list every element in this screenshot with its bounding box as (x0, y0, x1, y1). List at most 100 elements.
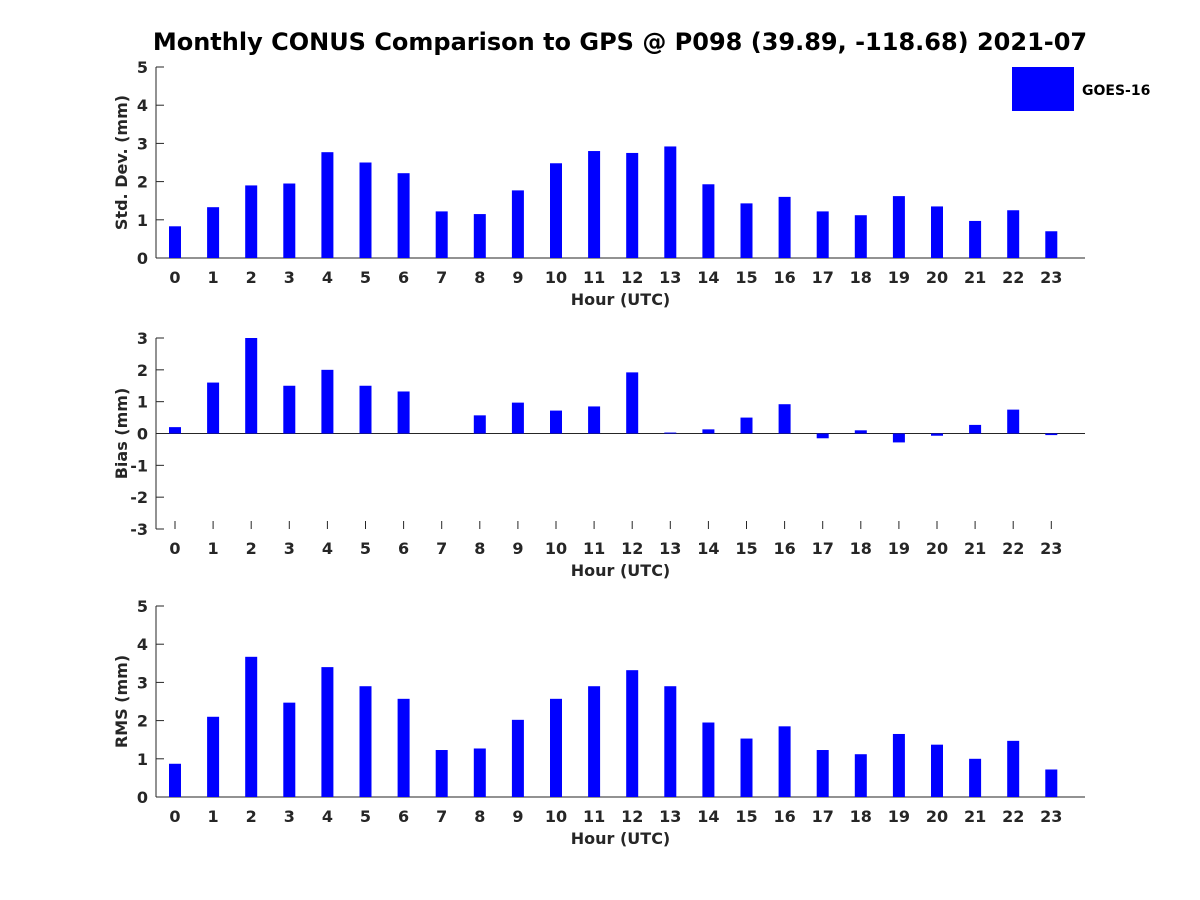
bias-y-tick-label: 3 (137, 329, 148, 348)
rms-bar (931, 744, 943, 797)
rms-bar (397, 698, 410, 797)
bias-x-tick-label: 4 (322, 539, 333, 558)
bias-x-tick-label: 3 (284, 539, 295, 558)
bias-bar (473, 415, 486, 434)
rms-x-tick-label: 18 (850, 807, 872, 826)
rms-x-tick-label: 19 (888, 807, 910, 826)
std-bar (169, 226, 181, 258)
rms-bar (626, 670, 639, 797)
bias-bar (550, 410, 562, 434)
std-x-axis-label: Hour (UTC) (571, 290, 671, 309)
std-bar (1045, 231, 1058, 258)
std-x-tick-label: 22 (1002, 268, 1024, 287)
bias-bar (740, 417, 753, 434)
rms-x-tick-label: 4 (322, 807, 333, 826)
std-bar (245, 185, 258, 258)
bias-bar (283, 385, 296, 434)
bias-y-tick-label: -3 (130, 520, 148, 539)
rms-bar (283, 702, 296, 797)
rms-y-tick-label: 1 (137, 750, 148, 769)
bias-x-tick-label: 6 (398, 539, 409, 558)
rms-y-tick-label: 3 (137, 673, 148, 692)
std-y-tick-label: 4 (137, 96, 148, 115)
bias-bar (245, 338, 258, 434)
bias-bar (664, 432, 677, 434)
rms-x-tick-label: 8 (474, 807, 485, 826)
std-x-tick-label: 19 (888, 268, 910, 287)
bias-x-tick-label: 2 (246, 539, 257, 558)
rms-x-tick-label: 10 (545, 807, 567, 826)
std-y-tick-label: 3 (137, 134, 148, 153)
std-x-tick-label: 8 (474, 268, 485, 287)
std-x-tick-label: 10 (545, 268, 567, 287)
rms-bar (321, 667, 334, 797)
bias-x-tick-label: 22 (1002, 539, 1024, 558)
std-bar (359, 162, 372, 258)
bias-y-tick-label: 1 (137, 393, 148, 412)
std-bar (969, 220, 982, 258)
bias-bar (969, 424, 982, 434)
std-bar (702, 184, 715, 258)
std-x-tick-label: 3 (284, 268, 295, 287)
std-x-tick-label: 5 (360, 268, 371, 287)
rms-bar (854, 754, 867, 797)
rms-x-tick-label: 9 (512, 807, 523, 826)
std-x-tick-label: 16 (773, 268, 795, 287)
std-bar (283, 183, 296, 258)
bias-bar (397, 391, 410, 434)
std-bar (588, 151, 601, 258)
std-bar (473, 214, 486, 258)
bias-x-tick-label: 11 (583, 539, 605, 558)
std-y-tick-label: 5 (137, 58, 148, 77)
std-x-tick-label: 7 (436, 268, 447, 287)
std-bar (626, 152, 639, 258)
rms-x-tick-label: 17 (812, 807, 834, 826)
bias-x-tick-label: 16 (773, 539, 795, 558)
bias-x-tick-label: 9 (512, 539, 523, 558)
bias-x-tick-label: 10 (545, 539, 567, 558)
std-x-tick-label: 18 (850, 268, 872, 287)
std-bar (321, 152, 334, 258)
bias-bar (588, 406, 601, 434)
bias-x-tick-label: 17 (812, 539, 834, 558)
std-x-tick-label: 4 (322, 268, 333, 287)
rms-x-tick-label: 23 (1040, 807, 1062, 826)
rms-bar (740, 738, 753, 797)
bias-y-tick-label: -2 (130, 488, 148, 507)
std-bar (740, 203, 753, 258)
std-x-tick-label: 15 (735, 268, 757, 287)
std-y-axis-label: Std. Dev. (mm) (112, 95, 131, 230)
bias-bar (892, 433, 905, 443)
bias-bar (626, 372, 639, 434)
bias-x-tick-label: 5 (360, 539, 371, 558)
rms-x-tick-label: 15 (735, 807, 757, 826)
bias-x-tick-label: 13 (659, 539, 681, 558)
bias-x-tick-label: 21 (964, 539, 986, 558)
std-x-tick-label: 17 (812, 268, 834, 287)
rms-x-tick-label: 21 (964, 807, 986, 826)
std-x-tick-label: 1 (208, 268, 219, 287)
std-y-tick-label: 2 (137, 173, 148, 192)
rms-x-tick-label: 7 (436, 807, 447, 826)
bias-x-tick-label: 7 (436, 539, 447, 558)
bias-x-tick-label: 12 (621, 539, 643, 558)
std-x-tick-label: 9 (512, 268, 523, 287)
bias-x-tick-label: 0 (169, 539, 180, 558)
legend-label: GOES-16 (1082, 83, 1150, 99)
bias-bar (1007, 409, 1020, 434)
rms-bar (778, 726, 791, 797)
bias-bar (854, 430, 867, 434)
std-bar (778, 196, 791, 258)
rms-bar (588, 686, 601, 797)
rms-y-tick-label: 2 (137, 712, 148, 731)
bias-y-tick-label: 2 (137, 361, 148, 380)
rms-x-tick-label: 1 (208, 807, 219, 826)
bias-y-axis-label: Bias (mm) (112, 388, 131, 480)
bias-bar (169, 427, 181, 434)
std-bar (207, 207, 220, 258)
rms-x-tick-label: 2 (246, 807, 257, 826)
rms-bar (1007, 740, 1020, 797)
bias-bar (511, 402, 524, 434)
rms-x-tick-label: 5 (360, 807, 371, 826)
